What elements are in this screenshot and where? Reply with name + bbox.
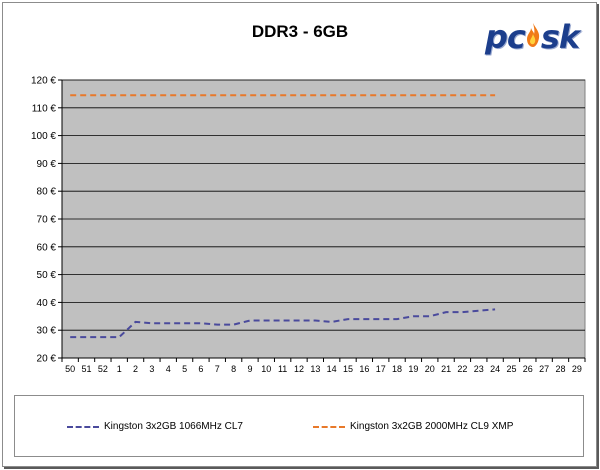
site-logo: pc sk <box>485 18 580 56</box>
y-tick-label: 90 € <box>37 159 57 170</box>
x-tick-label: 2 <box>133 364 138 374</box>
x-tick-label: 13 <box>310 364 320 374</box>
y-tick-label: 30 € <box>37 326 57 337</box>
y-tick-label: 60 € <box>37 242 57 253</box>
y-tick-label: 70 € <box>37 215 57 226</box>
x-tick-label: 25 <box>506 364 516 374</box>
x-tick-label: 18 <box>392 364 402 374</box>
y-tick-label: 120 € <box>31 76 56 87</box>
legend-item-series-1: Kingston 3x2GB 1066MHz CL7 <box>67 421 243 432</box>
x-tick-label: 51 <box>82 364 92 374</box>
legend-label-series-2: Kingston 3x2GB 2000MHz CL9 XMP <box>350 421 514 432</box>
x-tick-label: 10 <box>261 364 271 374</box>
x-tick-label: 12 <box>294 364 304 374</box>
legend-swatch-series-2 <box>313 425 345 428</box>
x-tick-label: 26 <box>523 364 533 374</box>
y-tick-label: 40 € <box>37 298 57 309</box>
x-tick-label: 28 <box>555 364 565 374</box>
y-tick-label: 110 € <box>32 103 57 114</box>
x-tick-label: 22 <box>457 364 467 374</box>
legend-swatch-series-1 <box>67 425 99 428</box>
x-tick-label: 24 <box>490 364 500 374</box>
x-tick-label: 8 <box>231 364 236 374</box>
x-tick-label: 6 <box>198 364 203 374</box>
x-tick-label: 23 <box>474 364 484 374</box>
x-tick-label: 3 <box>149 364 154 374</box>
x-tick-label: 4 <box>166 364 171 374</box>
logo-text-pc: pc <box>485 18 526 56</box>
y-tick-label: 100 € <box>31 131 56 142</box>
x-tick-label: 19 <box>408 364 418 374</box>
x-tick-label: 50 <box>65 364 75 374</box>
x-tick-label: 16 <box>359 364 369 374</box>
y-tick-label: 80 € <box>37 187 57 198</box>
y-tick-label: 20 € <box>37 354 57 365</box>
x-tick-label: 15 <box>343 364 353 374</box>
x-tick-label: 7 <box>215 364 220 374</box>
x-tick-label: 9 <box>247 364 252 374</box>
legend-item-series-2: Kingston 3x2GB 2000MHz CL9 XMP <box>313 421 513 432</box>
x-tick-label: 14 <box>327 364 337 374</box>
x-tick-label: 20 <box>425 364 435 374</box>
x-tick-label: 1 <box>117 364 122 374</box>
chart-title: DDR3 - 6GB <box>251 22 349 41</box>
x-tick-label: 29 <box>572 364 582 374</box>
flame-icon <box>525 18 541 56</box>
x-tick-label: 52 <box>98 364 108 374</box>
logo-text-sk: sk <box>540 18 580 56</box>
x-tick-label: 17 <box>376 364 386 374</box>
series-line-1 <box>70 308 496 339</box>
x-tick-label: 5 <box>182 364 187 374</box>
x-tick-label: 27 <box>539 364 549 374</box>
chart-legend: Kingston 3x2GB 1066MHz CL7 Kingston 3x2G… <box>14 395 584 457</box>
y-tick-label: 50 € <box>37 270 57 281</box>
x-tick-label: 11 <box>278 364 287 374</box>
x-tick-label: 21 <box>441 364 451 374</box>
legend-label-series-1: Kingston 3x2GB 1066MHz CL7 <box>104 421 243 432</box>
